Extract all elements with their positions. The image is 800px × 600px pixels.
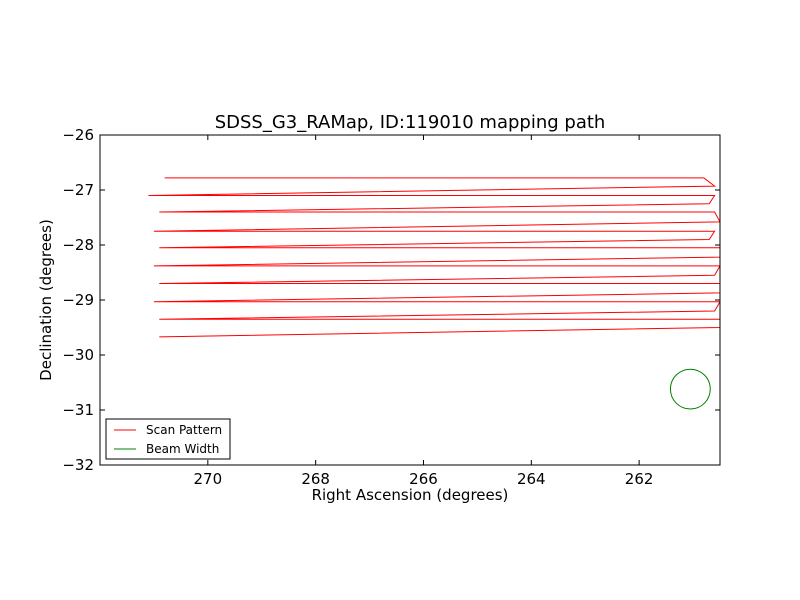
legend: Scan Pattern Beam Width xyxy=(105,418,231,460)
legend-label-beam-width: Beam Width xyxy=(146,442,219,456)
legend-label-scan-pattern: Scan Pattern xyxy=(146,423,222,437)
x-tick-label: 268 xyxy=(301,470,330,488)
y-tick-label: −26 xyxy=(62,126,94,144)
y-tick-label: −29 xyxy=(62,291,94,309)
y-tick-label: −31 xyxy=(62,401,94,419)
chart-title: SDSS_G3_RAMap, ID:119010 mapping path xyxy=(215,112,606,133)
y-tick-label: −27 xyxy=(62,181,94,199)
plot-area xyxy=(148,177,720,410)
scan-pattern-line xyxy=(148,177,720,338)
y-axis-label: Declination (degrees) xyxy=(37,219,55,381)
beam-width-circle xyxy=(669,368,711,410)
y-tick-label: −30 xyxy=(62,346,94,364)
x-axis: 270 268 266 264 262 xyxy=(194,135,654,488)
x-tick-label: 262 xyxy=(625,470,654,488)
x-tick-label: 266 xyxy=(409,470,438,488)
x-tick-label: 264 xyxy=(517,470,546,488)
x-axis-label: Right Ascension (degrees) xyxy=(312,486,509,504)
y-axis: −26 −27 −28 −29 −30 −31 −32 xyxy=(62,126,720,474)
x-tick-label: 270 xyxy=(194,470,223,488)
legend-box xyxy=(105,418,231,460)
plot-frame xyxy=(99,134,721,466)
y-tick-label: −28 xyxy=(62,236,94,254)
y-tick-label: −32 xyxy=(62,456,94,474)
